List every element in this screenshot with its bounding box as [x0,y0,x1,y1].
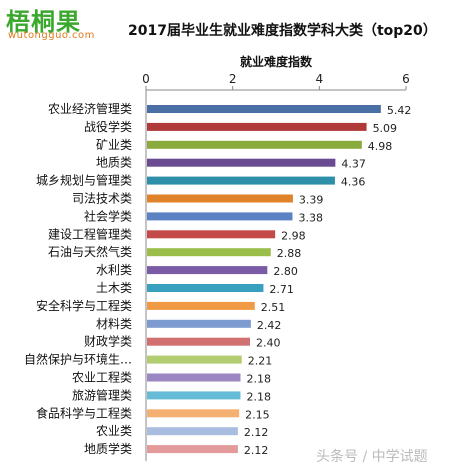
category-label: 自然保护与环境生… [24,352,132,367]
category-label: 城乡规划与管理类 [36,173,132,188]
bar [147,248,271,257]
bar [147,337,250,346]
x-tick-label: 2 [229,72,237,86]
logo-subtext: wutongguo.com [8,30,95,41]
data-label: 5.09 [373,122,398,135]
bar [147,284,264,292]
category-label: 地质类 [96,156,132,170]
x-tick-label: 6 [402,72,410,86]
bar [147,266,268,275]
bar [147,212,293,221]
data-label: 4.98 [368,140,393,153]
bar [147,194,293,203]
logo-text: 梧桐果 [6,8,81,36]
data-label: 2.98 [281,229,306,242]
data-label: 3.39 [299,194,324,207]
category-label: 司法技术类 [72,192,132,206]
data-label: 4.36 [341,176,366,189]
bar [147,230,276,239]
data-label: 2.88 [277,247,302,260]
watermark: 头条号 / 中学试题 [316,449,428,465]
data-label: 2.51 [261,301,286,314]
data-label: 2.71 [269,283,294,296]
data-label: 2.18 [246,373,271,386]
bar [147,176,335,185]
bar [147,355,242,364]
data-label: 2.12 [244,426,269,439]
bar [147,373,241,382]
logo: 梧桐果 wutongguo.com [6,2,118,42]
category-label: 建设工程管理类 [48,226,132,241]
category-label: 材料类 [96,317,132,331]
bar [147,319,251,328]
bar [147,158,336,167]
chart-title: 2017届毕业生就业难度指数学科大类（top20） [128,23,437,39]
data-label: 2.80 [273,265,298,278]
data-label: 2.12 [244,444,269,457]
category-label: 农业工程类 [72,370,132,385]
data-label: 2.42 [257,319,282,332]
x-tick-label: 0 [142,72,150,86]
category-label: 战役学类 [84,119,132,134]
category-label: 社会学类 [84,208,132,223]
data-label: 4.37 [341,158,366,171]
data-label: 2.15 [245,408,270,421]
x-axis-label: 就业难度指数 [240,54,313,69]
bar [147,105,381,113]
category-label: 石油与天然气类 [48,244,132,259]
data-label: 3.38 [298,211,323,224]
bar [147,409,240,418]
category-label: 财政学类 [84,334,132,349]
category-label: 农业类 [96,424,132,438]
category-label: 土木类 [96,281,132,295]
category-label: 地质学类 [84,441,132,456]
bar [147,391,241,400]
category-label: 安全科学与工程类 [36,298,132,313]
bar [147,427,238,436]
data-label: 5.42 [387,104,412,117]
data-label: 2.18 [246,390,271,403]
category-label: 食品科学与工程类 [36,405,132,420]
data-label: 2.21 [248,355,273,368]
category-label: 矿业类 [96,138,132,152]
bar [147,445,238,454]
bar [147,122,367,131]
data-label: 2.40 [256,337,281,350]
x-tick-label: 4 [316,72,324,86]
category-label: 水利类 [96,263,132,277]
bar [147,140,362,149]
bar [147,301,255,310]
category-label: 旅游管理类 [72,387,132,402]
category-label: 农业经济管理类 [48,101,132,116]
